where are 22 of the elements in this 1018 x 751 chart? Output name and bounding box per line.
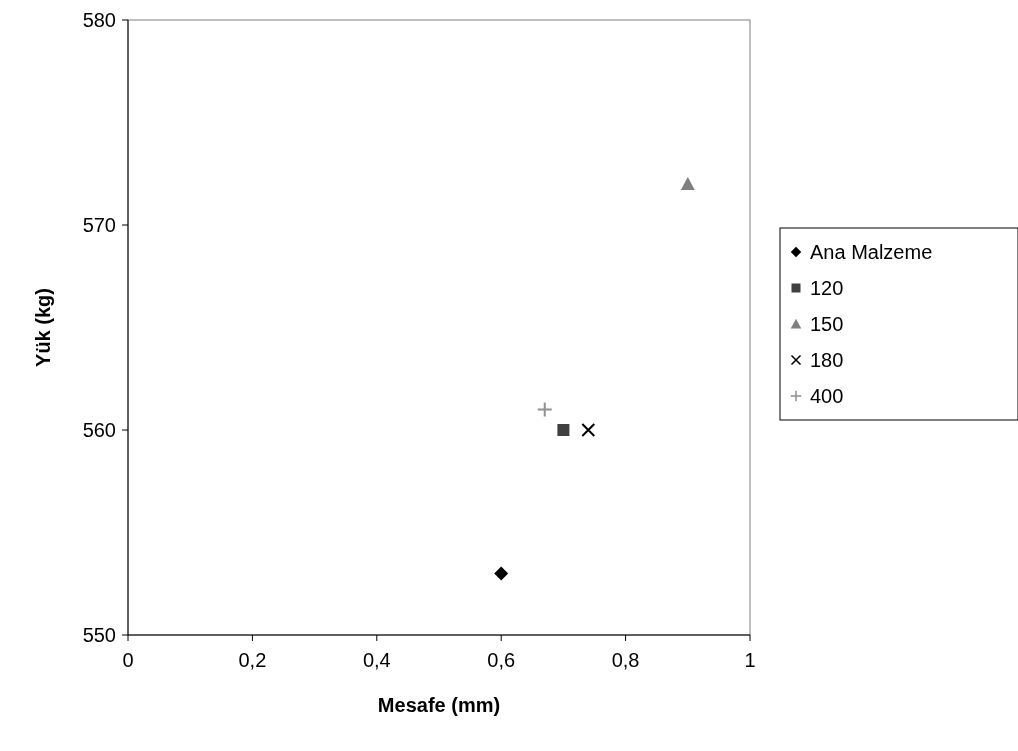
legend-label: 150	[810, 313, 844, 335]
legend-label: 120	[810, 277, 844, 299]
x-tick-label: 0,4	[362, 649, 391, 671]
point	[557, 424, 570, 436]
y-tick-label: 580	[82, 9, 116, 31]
x-tick-label: 0,8	[611, 649, 640, 671]
y-axis-title: Yük (kg)	[32, 288, 54, 367]
x-tick-label: 0,6	[487, 649, 516, 671]
point	[494, 566, 509, 581]
legend-label: Ana Malzeme	[810, 241, 933, 263]
x-tick-label: 0	[122, 649, 134, 671]
y-tick-label: 570	[82, 214, 116, 236]
point	[536, 401, 553, 418]
y-tick-label: 560	[82, 419, 116, 441]
x-tick-label: 1	[744, 649, 756, 671]
legend-label: 400	[810, 385, 844, 407]
point	[680, 177, 695, 190]
x-axis-title: Mesafe (mm)	[377, 694, 501, 716]
point	[581, 423, 596, 437]
y-tick-label: 550	[82, 624, 116, 646]
legend-label: 180	[810, 349, 844, 371]
x-tick-label: 0,2	[238, 649, 267, 671]
